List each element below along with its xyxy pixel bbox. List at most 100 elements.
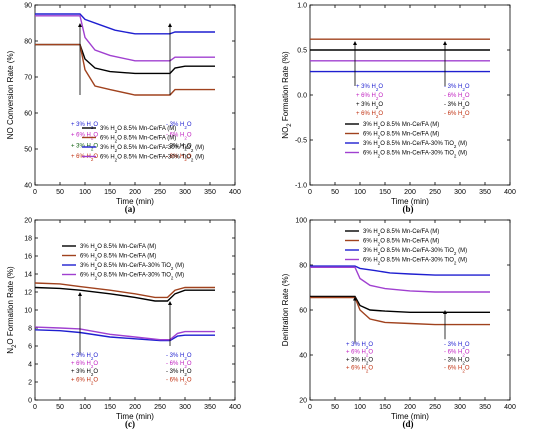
y-tick-label: 6 <box>28 344 32 351</box>
series-line-2 <box>34 282 215 299</box>
x-tick-label: 350 <box>204 189 216 196</box>
arrow-head <box>443 41 447 45</box>
x-axis-label: Time (min) <box>116 412 154 421</box>
legend-entry: 6% H2O 8.5% Mn-Ce/FA-30% TiO2 (M) <box>100 155 204 163</box>
water-annotation: + 6% H2O <box>71 377 98 385</box>
x-tick-label: 200 <box>404 189 416 196</box>
x-tick-label: 100 <box>79 189 91 196</box>
panel-label: (d) <box>403 419 414 429</box>
chart-panel-c: 0 50 100 150 200 250 300 350 400 0 2 4 6 8 10 12 14 16 18 2… <box>6 218 241 430</box>
series-line-4 <box>310 266 490 293</box>
y-tick-label: 8 <box>28 326 32 333</box>
series-line-2 <box>310 296 490 326</box>
y-tick-label: 80 <box>24 39 32 46</box>
y-tick-label: 50 <box>24 147 32 154</box>
y-tick-label: 18 <box>24 236 32 243</box>
water-annotation: - 3% H2O <box>166 143 192 151</box>
panel-label: (a) <box>125 204 136 214</box>
x-tick-label: 150 <box>104 404 116 411</box>
legend-entry: 6% H2O 8.5% Mn-Ce/FA-30% TiO2 (M) <box>363 151 467 159</box>
water-annotation: + 6% H2O <box>346 365 373 373</box>
y-tick-label: 40 <box>299 353 307 360</box>
x-tick-label: 0 <box>33 189 37 196</box>
water-annotation: + 6% H2O <box>356 111 383 119</box>
x-tick-label: 100 <box>354 404 366 411</box>
water-annotation: - 6% H2O <box>444 111 470 119</box>
y-tick-label: 10 <box>24 308 32 315</box>
water-annotation: - 6% H2O <box>444 365 470 373</box>
plot-frame <box>309 4 511 186</box>
legend-entry: 3% H2O 8.5% Mn-Ce/FA-30% TiO2 (M) <box>80 263 184 271</box>
x-tick-label: 200 <box>129 404 141 411</box>
arrow-head <box>78 23 82 27</box>
x-tick-label: 100 <box>79 404 91 411</box>
water-annotation: - 3% H2O <box>166 369 192 377</box>
water-annotation: - 6% H2O <box>166 133 192 141</box>
series-line-3 <box>310 265 490 276</box>
legend-entry: 3% H2O 8.5% Mn-Ce/FA-30% TiO2 (M) <box>363 248 467 256</box>
legend-entry: 3% H2O 8.5% Mn-Ce/FA (M) <box>100 126 176 134</box>
x-tick-label: 350 <box>479 404 491 411</box>
y-tick-label: 0.5 <box>297 48 307 55</box>
x-tick-label: 400 <box>504 189 516 196</box>
x-axis-label: Time (min) <box>391 197 429 206</box>
x-tick-label: 300 <box>179 404 191 411</box>
x-tick-label: 250 <box>429 404 441 411</box>
water-annotation: + 6% H2O <box>356 93 383 101</box>
x-tick-label: 50 <box>56 404 64 411</box>
x-tick-label: 350 <box>204 404 216 411</box>
water-annotation: + 3% H2O <box>71 369 98 377</box>
water-annotation: + 3% H2O <box>71 353 98 361</box>
x-tick-label: 150 <box>379 189 391 196</box>
x-tick-label: 400 <box>229 189 241 196</box>
plot-frame <box>309 219 511 401</box>
y-tick-label: 80 <box>299 263 307 270</box>
y-tick-label: 2 <box>28 380 32 387</box>
series-line-1 <box>310 295 490 313</box>
y-tick-label: 40 <box>24 183 32 190</box>
y-tick-label: 1.0 <box>297 3 307 10</box>
legend-entry: 3% H2O 8.5% Mn-Ce/FA-30% TiO2 (M) <box>363 141 467 149</box>
water-annotation: + 6% H2O <box>346 350 373 358</box>
series-line-2 <box>35 43 215 96</box>
y-tick-label: 100 <box>295 218 307 225</box>
water-annotation: - 6% H2O <box>444 350 470 358</box>
water-annotation: - 3% H2O <box>444 84 470 92</box>
arrow-head <box>353 41 357 45</box>
y-tick-label: 14 <box>24 272 32 279</box>
y-tick-label: 20 <box>299 398 307 405</box>
legend-entry: 3% H2O 8.5% Mn-Ce/FA-30% TiO2 (M) <box>100 145 204 153</box>
y-axis-label: N2O Formation Rate (%) <box>6 266 18 354</box>
chart-panel-b: 0 50 100 150 200 250 300 350 400 -1.0 -0.5 0.0 0.5 1.… <box>281 3 516 215</box>
water-annotation: + 6% H2O <box>71 154 98 162</box>
y-tick-label: 20 <box>24 218 32 225</box>
legend-entry: 6% H2O 8.5% Mn-Ce/FA-30% TiO2 (M) <box>363 258 467 266</box>
x-tick-label: 150 <box>379 404 391 411</box>
legend-entry: 3% H2O 8.5% Mn-Ce/FA (M) <box>363 122 439 130</box>
y-tick-label: 60 <box>299 308 307 315</box>
x-axis-label: Time (min) <box>116 197 154 206</box>
x-tick-label: 400 <box>504 404 516 411</box>
legend-entry: 3% H2O 8.5% Mn-Ce/FA (M) <box>80 244 156 252</box>
x-tick-label: 0 <box>33 404 37 411</box>
x-tick-label: 250 <box>154 404 166 411</box>
legend-entry: 6% H2O 8.5% Mn-Ce/FA (M) <box>100 136 176 144</box>
y-tick-label: -1.0 <box>295 183 307 190</box>
water-annotation: - 6% H2O <box>166 377 192 385</box>
water-annotation: + 3% H2O <box>356 84 383 92</box>
x-axis-label: Time (min) <box>391 412 429 421</box>
water-annotation: + 3% H2O <box>346 358 373 366</box>
legend-entry: 6% H2O 8.5% Mn-Ce/FA (M) <box>363 239 439 247</box>
y-tick-label: 90 <box>24 3 32 10</box>
y-tick-label: 16 <box>24 254 32 261</box>
arrow-head <box>443 310 447 314</box>
x-tick-label: 200 <box>404 404 416 411</box>
panel-label: (c) <box>125 419 135 429</box>
water-annotation: + 3% H2O <box>356 102 383 110</box>
water-annotation: + 3% H2O <box>71 122 98 130</box>
y-tick-label: -0.5 <box>295 138 307 145</box>
arrow-head <box>168 301 172 305</box>
x-tick-label: 50 <box>331 189 339 196</box>
x-tick-label: 100 <box>354 189 366 196</box>
x-tick-label: 50 <box>331 404 339 411</box>
